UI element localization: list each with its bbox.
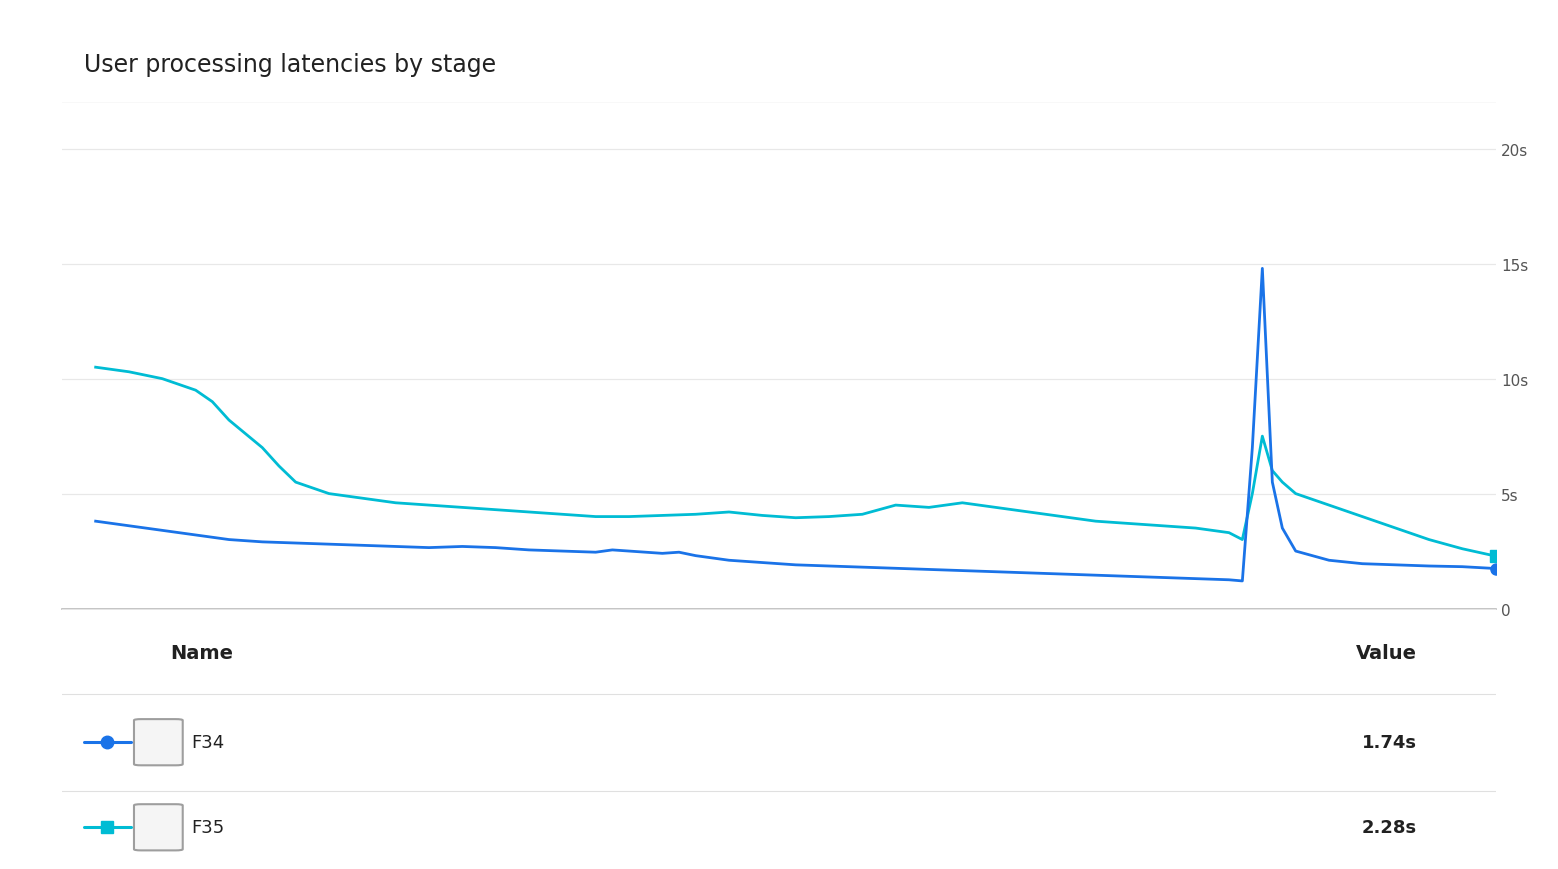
Text: Name: Name xyxy=(170,643,232,662)
Text: 1.74s: 1.74s xyxy=(1362,733,1416,752)
FancyBboxPatch shape xyxy=(134,720,182,766)
Text: F35: F35 xyxy=(192,819,224,836)
Text: F34: F34 xyxy=(192,733,224,752)
FancyBboxPatch shape xyxy=(134,805,182,851)
Text: User processing latencies by stage: User processing latencies by stage xyxy=(84,53,495,76)
Text: 2.28s: 2.28s xyxy=(1362,819,1416,836)
Text: Value: Value xyxy=(1355,643,1416,662)
